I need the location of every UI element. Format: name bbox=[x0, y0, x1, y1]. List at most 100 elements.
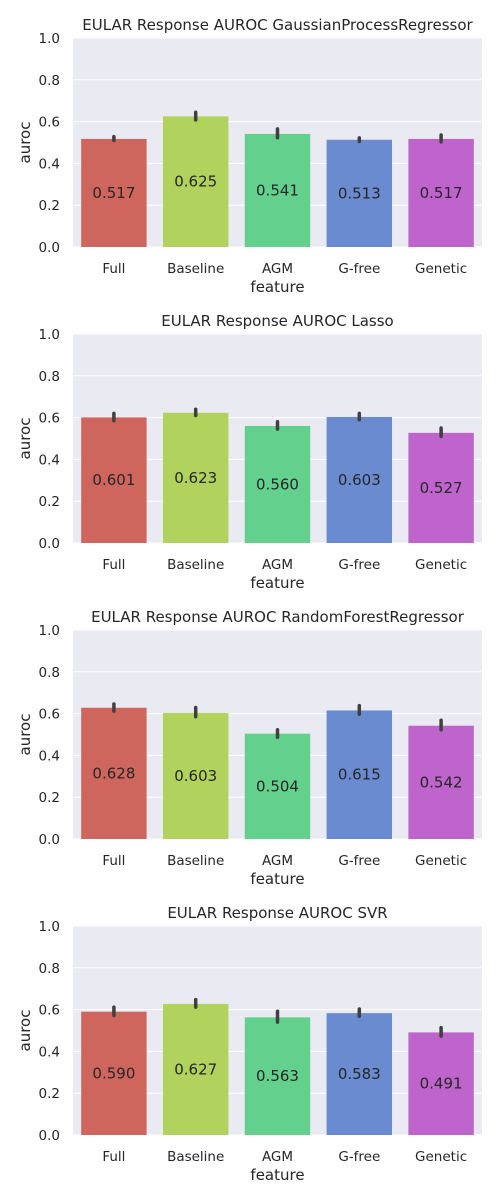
x-tick-label: G-free bbox=[338, 261, 380, 277]
bar bbox=[162, 1003, 229, 1135]
x-tick-label: AGM bbox=[262, 557, 293, 573]
y-tick-label: 0.8 bbox=[39, 369, 60, 385]
y-axis-label: auroc bbox=[16, 714, 34, 756]
data-label: 0.601 bbox=[92, 471, 135, 489]
bar bbox=[81, 1011, 147, 1135]
x-tick-label: Baseline bbox=[167, 261, 224, 277]
x-axis-label: feature bbox=[250, 1166, 304, 1184]
y-tick-label: 0.0 bbox=[39, 240, 60, 256]
x-axis-label: feature bbox=[250, 278, 304, 296]
bar bbox=[408, 138, 474, 247]
bar bbox=[162, 116, 229, 247]
x-tick-label: Full bbox=[102, 557, 125, 573]
y-tick-label: 0.2 bbox=[39, 1086, 60, 1102]
data-label: 0.542 bbox=[420, 773, 463, 791]
data-label: 0.627 bbox=[174, 1060, 217, 1078]
y-tick-label: 0.0 bbox=[39, 832, 60, 848]
x-tick-label: Full bbox=[102, 261, 125, 277]
x-tick-label: G-free bbox=[338, 557, 380, 573]
y-tick-label: 0.2 bbox=[39, 494, 60, 510]
bar bbox=[162, 412, 229, 543]
bar bbox=[244, 133, 311, 247]
x-tick-label: Baseline bbox=[167, 1149, 224, 1165]
x-tick-label: Genetic bbox=[415, 853, 467, 869]
bar bbox=[326, 139, 393, 247]
data-label: 0.491 bbox=[420, 1075, 463, 1093]
chart-title: EULAR Response AUROC Lasso bbox=[161, 312, 394, 330]
y-axis-label: auroc bbox=[16, 1010, 34, 1052]
data-label: 0.517 bbox=[92, 184, 135, 202]
y-tick-label: 1.0 bbox=[39, 919, 60, 935]
bar bbox=[326, 416, 393, 543]
bar bbox=[244, 733, 311, 839]
data-label: 0.541 bbox=[256, 181, 299, 199]
y-tick-label: 0.0 bbox=[39, 1128, 60, 1144]
bar bbox=[408, 1032, 474, 1135]
data-label: 0.615 bbox=[338, 766, 381, 784]
y-tick-label: 0.2 bbox=[39, 198, 60, 214]
data-label: 0.527 bbox=[420, 479, 463, 497]
data-label: 0.513 bbox=[338, 184, 381, 202]
chart-panel: 0.0 0.2 0.4 0.6 0.8 1.0 0.601 Full 0.623 Baseline… bbox=[16, 312, 482, 592]
y-tick-label: 0.4 bbox=[39, 748, 60, 764]
chart-title: EULAR Response AUROC SVR bbox=[167, 904, 387, 922]
data-label: 0.625 bbox=[174, 173, 217, 191]
data-label: 0.603 bbox=[338, 471, 381, 489]
x-tick-label: Full bbox=[102, 853, 125, 869]
chart-panel: 0.0 0.2 0.4 0.6 0.8 1.0 0.517 Full 0.625 Baseline… bbox=[16, 16, 482, 296]
data-label: 0.628 bbox=[92, 764, 135, 782]
y-tick-label: 0.6 bbox=[39, 1003, 60, 1019]
y-tick-label: 0.6 bbox=[39, 411, 60, 427]
bar bbox=[408, 725, 474, 839]
bar bbox=[81, 417, 147, 543]
chart-panel: 0.0 0.2 0.4 0.6 0.8 1.0 0.628 Full 0.603 Baseline… bbox=[16, 608, 482, 888]
x-tick-label: Baseline bbox=[167, 853, 224, 869]
bar bbox=[81, 138, 147, 247]
y-tick-label: 1.0 bbox=[39, 31, 60, 47]
y-axis-label: auroc bbox=[16, 122, 34, 164]
y-tick-label: 0.0 bbox=[39, 536, 60, 552]
data-label: 0.583 bbox=[338, 1065, 381, 1083]
bar bbox=[326, 1013, 393, 1135]
data-label: 0.623 bbox=[174, 469, 217, 487]
chart-panel: 0.0 0.2 0.4 0.6 0.8 1.0 0.590 Full 0.627 Baseline… bbox=[16, 904, 482, 1184]
x-tick-label: Genetic bbox=[415, 261, 467, 277]
chart-title: EULAR Response AUROC GaussianProcessRegr… bbox=[82, 16, 473, 34]
y-tick-label: 1.0 bbox=[39, 327, 60, 343]
y-tick-label: 0.2 bbox=[39, 790, 60, 806]
bar bbox=[81, 707, 147, 839]
y-axis-label: auroc bbox=[16, 418, 34, 460]
data-label: 0.517 bbox=[420, 184, 463, 202]
x-tick-label: Full bbox=[102, 1149, 125, 1165]
x-tick-label: Genetic bbox=[415, 557, 467, 573]
data-label: 0.603 bbox=[174, 767, 217, 785]
bar bbox=[162, 712, 229, 839]
y-tick-label: 1.0 bbox=[39, 623, 60, 639]
x-tick-label: G-free bbox=[338, 1149, 380, 1165]
bar bbox=[326, 710, 393, 839]
bar bbox=[244, 1017, 311, 1135]
x-axis-label: feature bbox=[250, 574, 304, 592]
x-axis-label: feature bbox=[250, 870, 304, 888]
y-tick-label: 0.6 bbox=[39, 115, 60, 131]
x-tick-label: AGM bbox=[262, 261, 293, 277]
y-tick-label: 0.8 bbox=[39, 665, 60, 681]
bar bbox=[408, 432, 474, 543]
data-label: 0.504 bbox=[256, 777, 299, 795]
y-tick-label: 0.4 bbox=[39, 452, 60, 468]
x-tick-label: AGM bbox=[262, 853, 293, 869]
y-tick-label: 0.4 bbox=[39, 156, 60, 172]
y-tick-label: 0.4 bbox=[39, 1044, 60, 1060]
data-label: 0.560 bbox=[256, 475, 299, 493]
bar bbox=[244, 425, 311, 543]
x-tick-label: G-free bbox=[338, 853, 380, 869]
y-tick-label: 0.8 bbox=[39, 73, 60, 89]
y-tick-label: 0.6 bbox=[39, 707, 60, 723]
x-tick-label: AGM bbox=[262, 1149, 293, 1165]
chart-title: EULAR Response AUROC RandomForestRegress… bbox=[91, 608, 465, 626]
data-label: 0.563 bbox=[256, 1067, 299, 1085]
x-tick-label: Genetic bbox=[415, 1149, 467, 1165]
y-tick-label: 0.8 bbox=[39, 961, 60, 977]
data-label: 0.590 bbox=[92, 1064, 135, 1082]
